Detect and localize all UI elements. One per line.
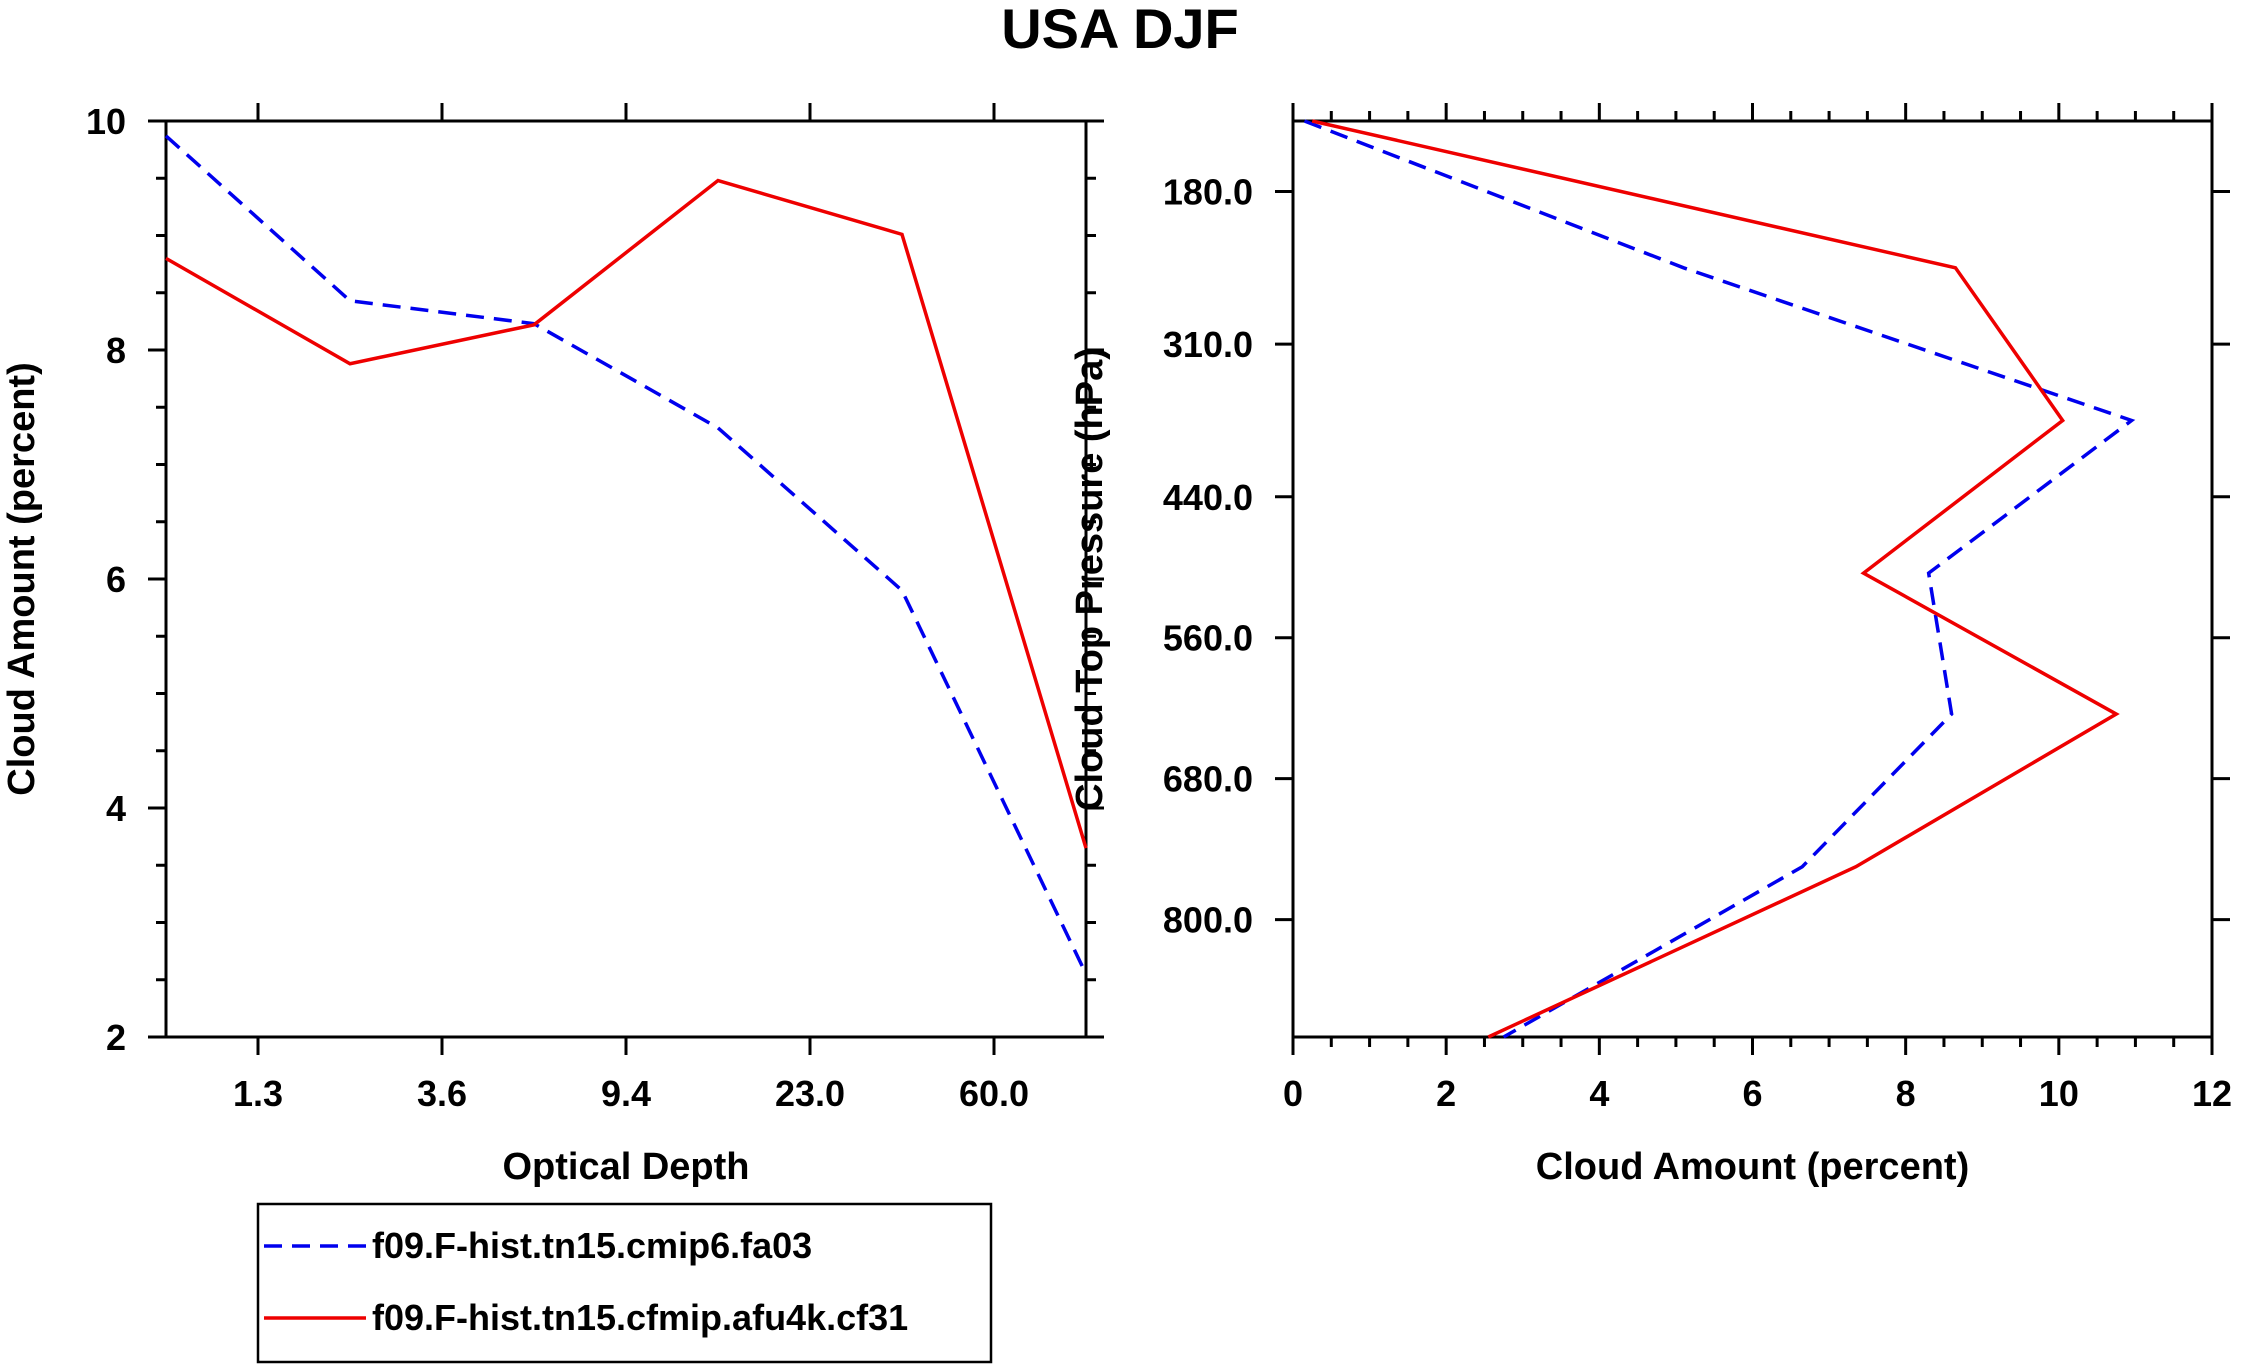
- panel-optical-depth: 1.3 3.6 9.4 23.0 60.0 2 4 6 8 10 Optical Depth Clou…: [1, 101, 1104, 1188]
- panel-cloud-top-pressure: 0 2 4 6 8 10 12 180.0 310.0 440.0 560.0 680.0 800.0 C…: [1069, 103, 2232, 1188]
- y-axis-label: Cloud Amount (percent): [1, 362, 43, 795]
- y-tick-label: 10: [86, 101, 126, 142]
- x-tick-label: 1.3: [233, 1073, 283, 1114]
- y-tick-label: 680.0: [1163, 759, 1253, 800]
- x-tick-label: 9.4: [601, 1073, 651, 1114]
- x-tick-label: 2: [1436, 1073, 1456, 1114]
- x-tick-label: 23.0: [775, 1073, 845, 1114]
- x-tick-label: 10: [2039, 1073, 2079, 1114]
- x-axis-label: Cloud Amount (percent): [1536, 1146, 1969, 1188]
- series-line-1: [164, 134, 1088, 975]
- legend: f09.F-hist.tn15.cmip6.fa03 f09.F-hist.tn…: [256, 1202, 993, 1364]
- figure-title: USA DJF: [1001, 0, 1239, 60]
- x-axis-label: Optical Depth: [502, 1146, 749, 1188]
- y-tick-label: 440.0: [1163, 477, 1253, 518]
- x-tick-label: 3.6: [417, 1073, 467, 1114]
- y-tick-label: 310.0: [1163, 324, 1253, 365]
- series-line-1: [1303, 119, 2136, 1039]
- y-tick-label: 180.0: [1163, 171, 1253, 212]
- y-tick-label: 8: [106, 330, 126, 371]
- legend-label-series-1: f09.F-hist.tn15.cmip6.fa03: [372, 1225, 812, 1266]
- x-tick-label: 0: [1283, 1073, 1303, 1114]
- plot-frame: [1291, 119, 2214, 1039]
- legend-label-series-2: f09.F-hist.tn15.cfmip.afu4k.cf31: [372, 1297, 908, 1338]
- legend-box: [256, 1202, 993, 1364]
- x-tick-label: 4: [1589, 1073, 1609, 1114]
- y-tick-label: 2: [106, 1017, 126, 1058]
- series-line-2: [165, 178, 1088, 849]
- x-tick-label: 60.0: [959, 1073, 1029, 1114]
- y-tick-label: 4: [106, 788, 126, 829]
- y-tick-label: 800.0: [1163, 900, 1253, 941]
- y-tick-label: 560.0: [1163, 618, 1253, 659]
- x-tick-label: 8: [1896, 1073, 1916, 1114]
- x-tick-label: 12: [2192, 1073, 2232, 1114]
- y-axis-label: Cloud Top Pressure (hPa): [1069, 347, 1111, 811]
- series-line-2: [1311, 119, 2120, 1039]
- y-tick-label: 6: [106, 559, 126, 600]
- x-tick-label: 6: [1742, 1073, 1762, 1114]
